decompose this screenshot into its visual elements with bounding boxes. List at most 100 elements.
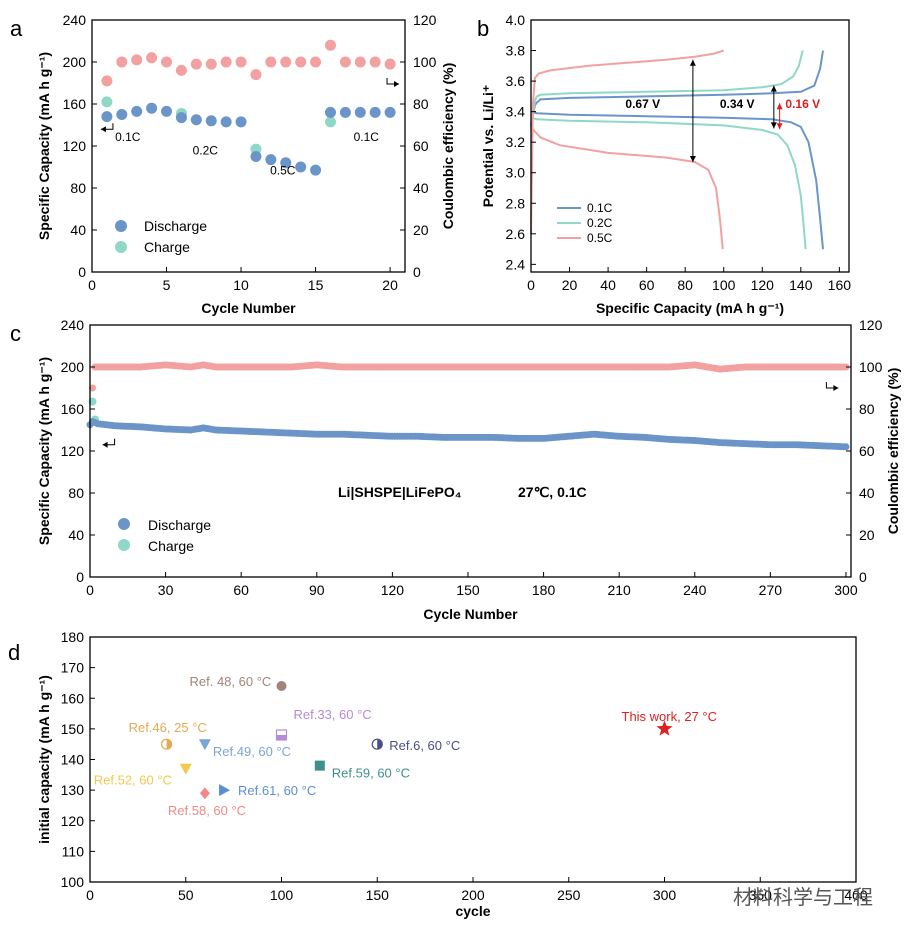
panel-c-ytick-label: 160 [61,401,85,417]
chart-subtitle: 27℃, 0.1C [518,484,587,500]
panel-a-y2tick-label: 20 [413,222,429,238]
panel-d-ytick-label: 150 [61,721,85,737]
legend-label-discharge: Discharge [144,218,207,234]
discharge-point [250,151,262,162]
marker-star [656,720,673,736]
point-label: This work, 27 °C [622,709,718,724]
y-axis-title: initial capacity (mA h g⁻¹) [36,675,52,844]
panel-a-xtick-label: 15 [308,277,324,293]
discharge-point [175,112,187,124]
watermark-text: 材料科学与工程 [733,885,873,909]
panel-a-y2tick-label: 80 [413,96,429,112]
panel-label-b: b [477,16,489,41]
charge-point [324,116,336,128]
panel-b-ytick-label: 3.8 [506,43,526,59]
panel-b-xtick-label: 140 [789,277,813,293]
ce-point [89,384,97,392]
voltage-gap-arrowhead-top [770,85,777,92]
ce-point [205,58,217,70]
right-axis-arrow-head [833,385,839,391]
panel-c-y2tick-label: 20 [859,527,875,543]
x-axis-title: cycle [455,903,490,919]
ce-point [354,56,366,68]
chart-panel-b: b 0.67 V 0.34 V 0.16 V 0 20 40 60 80 100 120 140 160… [477,12,851,316]
marker-half-square-fill [276,735,287,740]
panel-c-ytick-label: 200 [61,359,85,375]
panel-a-ytick-label: 200 [63,54,87,70]
legend-marker-charge [115,241,127,253]
ce-point [324,39,336,51]
panel-c-xtick-label: 180 [532,582,556,598]
discharge-point [131,105,143,117]
discharge-point [280,157,292,169]
point-label: Ref.59, 60 °C [332,766,410,781]
discharge-point [295,161,307,173]
panel-c-xtick-label: 240 [683,582,707,598]
curve-0.5C-discharge [530,126,724,250]
rate-label: 0.1C [115,130,141,144]
panel-b-xtick-label: 40 [600,277,616,293]
panel-d-ytick-label: 110 [62,843,85,859]
panel-d-ytick-label: 170 [61,660,85,676]
panel-c-ytick-label: 80 [68,485,84,501]
panel-d-xtick-label: 350 [749,887,773,903]
panel-c-xtick-label: 60 [233,582,249,598]
x-axis-title: Cycle Number [201,300,296,316]
panel-b-ytick-label: 2.4 [506,256,526,272]
legend-marker-discharge [115,220,127,232]
panel-label-d: d [8,640,20,665]
discharge-point [842,443,850,451]
panel-d-xtick-label: 300 [653,887,677,903]
ce-point [190,58,202,70]
ce-point [101,75,113,87]
panel-d-xtick-label: 50 [178,887,194,903]
panel-a-y2tick-label: 100 [413,54,437,70]
marker-diamond [199,787,210,800]
panel-c-xtick-label: 90 [309,582,325,598]
voltage-gap-arrowhead-bottom [770,122,777,129]
discharge-point [384,106,396,118]
panel-d-ytick-label: 160 [61,690,85,706]
ce-point [384,58,396,70]
legend-marker-discharge [118,518,130,530]
right-axis-arrow-head [394,81,400,88]
ce-point [250,69,262,81]
panel-c-xtick-label: 120 [381,582,405,598]
point-label: Ref.33, 60 °C [294,707,372,722]
panel-b-ytick-label: 3.2 [506,134,526,150]
panel-c-ytick-label: 120 [61,443,85,459]
panel-c-xtick-label: 270 [759,582,783,598]
voltage-gap-label: 0.34 V [720,97,755,111]
panel-b-xtick-label: 80 [677,277,693,293]
chart-panel-d: d Ref. 48, 60 °C Ref.46, 25 °C Ref.33, 60 °… [8,629,868,919]
panel-label-a: a [10,16,23,41]
chart-title: Li|SHSPE|LiFePO₄ [338,484,461,500]
panel-c-ytick-label: 0 [76,569,84,585]
y-axis-title: Specific Capacity (mA h g⁻¹) [36,52,52,240]
rate-label: 0.2C [193,143,219,157]
panel-b-ytick-label: 3.4 [506,104,526,120]
discharge-point [369,106,381,118]
panel-b-xtick-label: 120 [751,277,775,293]
curve-0.2C-charge [530,50,804,128]
panel-b-ytick-label: 4.0 [506,12,526,28]
curve-0.5C-charge [530,49,725,234]
panel-d-xtick-label: 400 [844,887,868,903]
discharge-point [146,102,158,114]
chart-panel-a: a0.1C0.2C0.5C0.1C0 5 10 15 20040801201602002… [10,12,456,316]
ce-point [339,56,351,68]
ce-point [161,56,173,68]
discharge-point [265,154,277,166]
panel-c-y2tick-label: 80 [859,401,875,417]
ce-point [220,56,232,68]
rate-label: 0.5C [270,163,296,177]
panel-a-y2tick-label: 120 [413,12,437,28]
marker-circle [276,681,287,691]
panel-a-y2tick-label: 40 [413,180,429,196]
y2-axis-title: Coulombic efficiency (%) [885,368,901,534]
panel-c-xtick-label: 30 [158,582,174,598]
voltage-gap-arrowhead-top [689,59,696,66]
discharge-point [220,116,232,128]
voltage-gap-label: 0.67 V [625,97,660,111]
charge-point [101,96,113,108]
